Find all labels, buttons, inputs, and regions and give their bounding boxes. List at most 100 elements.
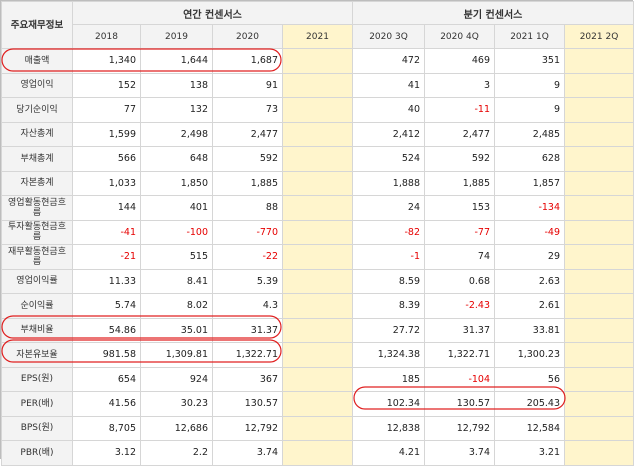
estimate-cell: [564, 391, 634, 417]
value-cell: 1,322.71: [212, 342, 283, 368]
value-cell: 132: [140, 97, 213, 123]
value-cell: 628: [494, 146, 565, 172]
estimate-cell: [564, 268, 634, 294]
value-cell: -134: [494, 195, 565, 221]
estimate-cell: [282, 317, 353, 343]
value-cell: 27.72: [352, 317, 425, 343]
value-cell: -41: [72, 219, 141, 245]
value-cell: 1,687: [212, 48, 283, 74]
value-cell: 469: [424, 48, 495, 74]
value-cell: 367: [212, 366, 283, 392]
value-cell: 31.37: [212, 317, 283, 343]
table-row: PER(배) 41.56 30.23 130.57 102.34 130.57 205.43: [1, 391, 634, 417]
estimate-cell: [282, 268, 353, 294]
value-cell: -770: [212, 219, 283, 245]
row-label: 매출액: [1, 48, 73, 74]
value-cell: 924: [140, 366, 213, 392]
row-label: EPS(원): [1, 366, 73, 392]
value-cell: -77: [424, 219, 495, 245]
value-cell: 41: [352, 72, 425, 98]
table-row: 당기순이익 77 132 73 40 -11 9: [1, 97, 634, 123]
value-cell: -2.43: [424, 293, 495, 319]
value-cell: 2,477: [424, 121, 495, 147]
value-cell: 138: [140, 72, 213, 98]
value-cell: -104: [424, 366, 495, 392]
row-label: 순이익률: [1, 293, 73, 319]
value-cell: 1,857: [494, 170, 565, 196]
estimate-cell: [282, 366, 353, 392]
value-cell: 351: [494, 48, 565, 74]
value-cell: 8.41: [140, 268, 213, 294]
value-cell: 8.39: [352, 293, 425, 319]
estimate-cell: [282, 97, 353, 123]
col-header-quarter: 2021 1Q: [494, 24, 565, 49]
header-row-groups: 주요재무정보 연간 컨센서스 분기 컨센서스: [1, 1, 634, 49]
value-cell: 566: [72, 146, 141, 172]
table-row: 순이익률 5.74 8.02 4.3 8.39 -2.43 2.61: [1, 293, 634, 319]
value-cell: 102.34: [352, 391, 425, 417]
table-row: 자본유보율 981.58 1,309.81 1,322.71 1,324.38 1,322…: [1, 342, 634, 368]
estimate-cell: [564, 121, 634, 147]
value-cell: 205.43: [494, 391, 565, 417]
estimate-cell: [282, 72, 353, 98]
value-cell: 8,705: [72, 415, 141, 441]
estimate-cell: [564, 48, 634, 74]
value-cell: -100: [140, 219, 213, 245]
value-cell: 4.21: [352, 440, 425, 466]
estimate-cell: [282, 440, 353, 466]
value-cell: 2,498: [140, 121, 213, 147]
value-cell: 12,792: [424, 415, 495, 441]
value-cell: 1,340: [72, 48, 141, 74]
value-cell: 152: [72, 72, 141, 98]
value-cell: 3.12: [72, 440, 141, 466]
col-header-annual: 2019: [140, 24, 213, 49]
value-cell: 8.59: [352, 268, 425, 294]
value-cell: 3.74: [424, 440, 495, 466]
value-cell: 54.86: [72, 317, 141, 343]
table-row: 영업이익률 11.33 8.41 5.39 8.59 0.68 2.63: [1, 268, 634, 294]
value-cell: 981.58: [72, 342, 141, 368]
table-row: 투자활동현금흐름 -41 -100 -770 -82 -77 -49: [1, 219, 634, 245]
row-label: PBR(배): [1, 440, 73, 466]
value-cell: 29: [494, 244, 565, 270]
value-cell: 130.57: [424, 391, 495, 417]
value-cell: 33.81: [494, 317, 565, 343]
col-header-annual-estimate: 2021: [282, 24, 353, 49]
row-label: 자본총계: [1, 170, 73, 196]
value-cell: 4.3: [212, 293, 283, 319]
table-row: BPS(원) 8,705 12,686 12,792 12,838 12,792 12,58…: [1, 415, 634, 441]
row-label: 당기순이익: [1, 97, 73, 123]
quarter-consensus-header: 분기 컨센서스: [352, 1, 634, 25]
table-row: EPS(원) 654 924 367 185 -104 56: [1, 366, 634, 392]
header-row-periods: 2018 2019 2020 2021 2020 3Q 2020 4Q 2021…: [2, 24, 634, 49]
value-cell: 40: [352, 97, 425, 123]
value-cell: 74: [424, 244, 495, 270]
value-cell: 12,686: [140, 415, 213, 441]
value-cell: 9: [494, 97, 565, 123]
value-cell: 56: [494, 366, 565, 392]
value-cell: 2,485: [494, 121, 565, 147]
estimate-cell: [282, 219, 353, 245]
table-row: 자산총계 1,599 2,498 2,477 2,412 2,477 2,485: [1, 121, 634, 147]
value-cell: 185: [352, 366, 425, 392]
table-row: 매출액 1,340 1,644 1,687 472 469 351: [1, 48, 634, 74]
value-cell: 1,309.81: [140, 342, 213, 368]
value-cell: 592: [212, 146, 283, 172]
value-cell: 144: [72, 195, 141, 221]
col-header-quarter-estimate: 2021 2Q: [564, 24, 634, 49]
value-cell: 8.02: [140, 293, 213, 319]
estimate-cell: [282, 293, 353, 319]
row-label: BPS(원): [1, 415, 73, 441]
value-cell: 24: [352, 195, 425, 221]
col-header-quarter: 2020 4Q: [424, 24, 495, 49]
value-cell: 130.57: [212, 391, 283, 417]
row-label: 부채비율: [1, 317, 73, 343]
table-row: 부채비율 54.86 35.01 31.37 27.72 31.37 33.81: [1, 317, 634, 343]
value-cell: 3.21: [494, 440, 565, 466]
row-label: 재무활동현금흐름: [1, 244, 73, 270]
value-cell: 1,324.38: [352, 342, 425, 368]
value-cell: 12,838: [352, 415, 425, 441]
value-cell: 2,412: [352, 121, 425, 147]
